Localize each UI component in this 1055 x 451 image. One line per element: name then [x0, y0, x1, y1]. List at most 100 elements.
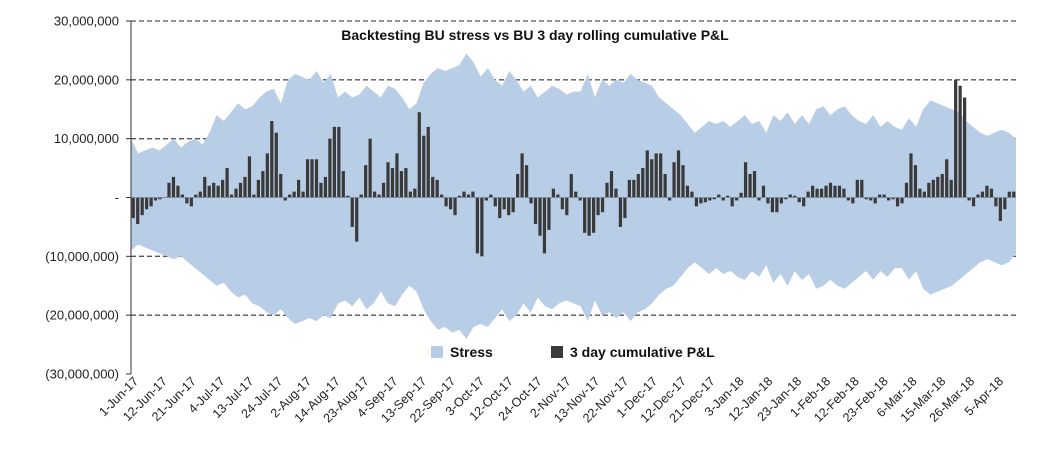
pnl-bar — [690, 191, 694, 198]
pnl-bar — [243, 176, 247, 198]
pnl-bar — [516, 173, 520, 198]
pnl-bar — [931, 179, 935, 198]
pnl-bar — [435, 179, 439, 198]
pnl-bar — [520, 153, 524, 198]
pnl-bar — [806, 191, 810, 198]
x-axis-ticks: 1-Jun-1712-Jun-1721-Jun-174-Jul-1713-Jul… — [96, 374, 1006, 425]
pnl-bar — [426, 126, 430, 198]
pnl-bar — [283, 197, 287, 201]
pnl-bar — [761, 185, 766, 198]
pnl-bar — [954, 79, 958, 198]
pnl-bar — [524, 165, 529, 198]
pnl-bar — [913, 165, 918, 198]
pnl-bar — [252, 194, 256, 198]
pnl-bar — [381, 182, 386, 198]
pnl-bar — [699, 197, 703, 204]
pnl-bar — [288, 194, 292, 198]
pnl-bar — [918, 188, 922, 198]
y-tick-label: 30,000,000 — [54, 14, 119, 29]
pnl-bar — [502, 197, 506, 210]
pnl-bar — [310, 159, 314, 198]
pnl-bar — [198, 191, 202, 198]
pnl-bar — [632, 179, 636, 198]
pnl-bar — [194, 194, 198, 198]
pnl-bar — [484, 197, 488, 201]
pnl-bar — [712, 197, 716, 200]
pnl-bar — [1007, 191, 1011, 198]
pnl-bar — [855, 179, 859, 198]
y-tick-label: - — [115, 190, 119, 205]
y-axis-ticks: 30,000,000 20,000,000 10,000,000 - (10,000,0… — [45, 14, 131, 382]
pnl-bar — [623, 197, 627, 219]
pnl-bar — [797, 197, 801, 203]
pnl-bar — [583, 197, 587, 233]
y-tick-label: (30,000,000) — [45, 367, 119, 382]
pnl-bar — [578, 197, 582, 201]
pnl-bar — [158, 197, 162, 200]
pnl-bar — [618, 197, 623, 227]
pnl-bar — [860, 179, 864, 198]
pnl-bar — [346, 195, 350, 198]
pnl-bar — [600, 197, 605, 213]
pnl-bar — [359, 194, 363, 198]
pnl-bar — [775, 197, 779, 213]
legend-swatch-pnl — [551, 346, 563, 358]
pnl-bar — [846, 197, 850, 201]
pnl-bar — [422, 135, 426, 198]
pnl-bar — [341, 171, 345, 198]
pnl-bar — [551, 188, 555, 198]
pnl-bar — [332, 126, 336, 198]
pnl-bar — [372, 191, 377, 198]
pnl-bar — [636, 173, 640, 198]
pnl-bar — [842, 188, 846, 198]
pnl-bar — [328, 138, 332, 198]
pnl-bar — [985, 185, 989, 198]
pnl-bar — [542, 197, 547, 254]
legend-label-stress: Stress — [450, 344, 493, 360]
pnl-bar — [149, 197, 153, 207]
pnl-bar — [453, 197, 457, 216]
pnl-bar — [650, 159, 654, 198]
pnl-bar — [538, 197, 542, 236]
pnl-bar — [305, 159, 310, 198]
pnl-bar — [171, 176, 176, 198]
pnl-bar — [399, 171, 404, 198]
pnl-bar — [735, 197, 739, 201]
legend-swatch-stress — [431, 346, 443, 358]
stress-area — [131, 53, 1016, 339]
pnl-bar — [323, 176, 328, 198]
pnl-bar — [136, 197, 140, 224]
pnl-bar — [140, 197, 144, 216]
pnl-bar — [663, 173, 667, 198]
pnl-bar — [533, 197, 538, 224]
pnl-bar — [998, 197, 1002, 222]
pnl-bar — [390, 168, 395, 198]
pnl-bar — [395, 153, 399, 198]
pnl-bar — [301, 191, 305, 198]
pnl-bar — [547, 197, 551, 230]
pnl-bar — [471, 191, 475, 198]
pnl-bar — [417, 112, 421, 198]
pnl-bar — [681, 165, 685, 198]
pnl-bar — [1003, 197, 1007, 210]
pnl-bar — [676, 150, 681, 198]
pnl-bar — [627, 179, 631, 198]
pnl-bar — [945, 159, 949, 198]
pnl-bar — [654, 153, 658, 198]
pnl-bar — [493, 197, 497, 207]
pnl-bar — [212, 182, 216, 198]
pnl-bar — [730, 197, 734, 207]
pnl-bar — [377, 194, 381, 198]
pnl-bar — [440, 194, 444, 198]
pnl-bar — [672, 162, 676, 198]
pnl-bar — [726, 195, 730, 198]
pnl-bar — [793, 195, 797, 198]
pnl-bar — [641, 168, 645, 198]
pnl-bar — [989, 188, 994, 198]
y-tick-label: 10,000,000 — [54, 131, 119, 146]
pnl-bar — [811, 185, 815, 198]
pnl-bar — [958, 85, 962, 198]
pnl-bar — [261, 171, 265, 198]
pnl-bar — [837, 185, 842, 198]
